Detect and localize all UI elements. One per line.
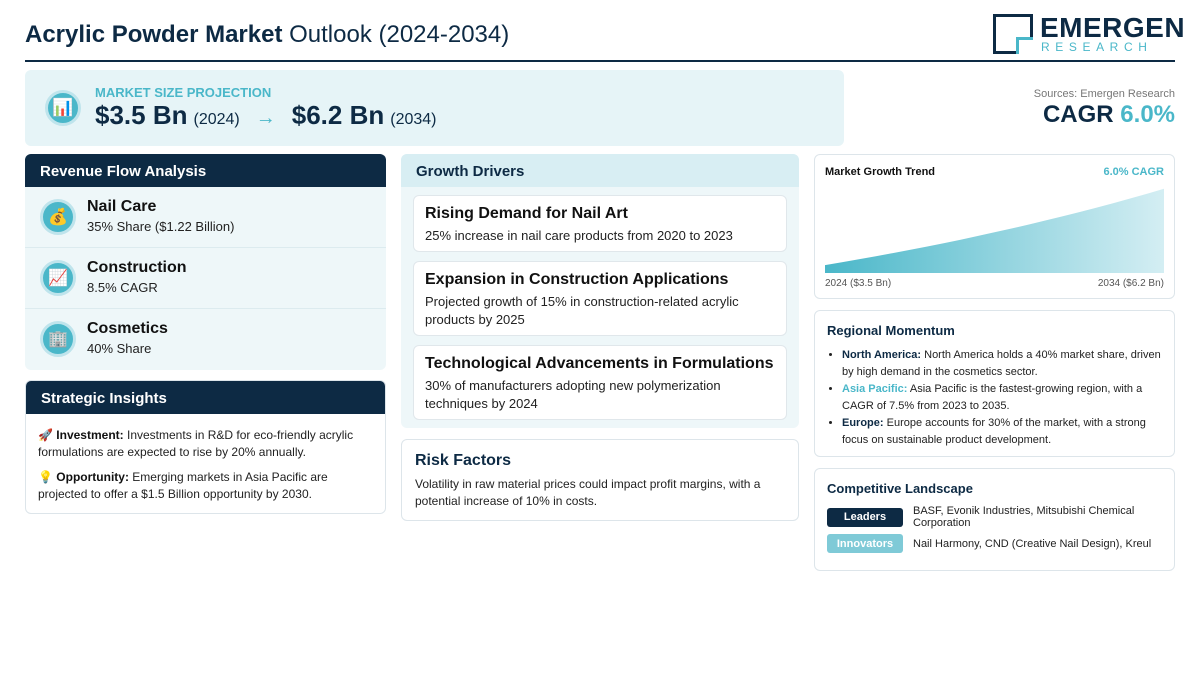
logo-name: EMERGEN	[1040, 12, 1186, 43]
rocket-icon: 🚀	[38, 428, 53, 442]
region-name: Asia Pacific:	[842, 383, 908, 395]
chart-cagr-label: 6.0% CAGR	[1103, 166, 1164, 178]
start-value: $3.5 Bn	[95, 100, 188, 130]
insight-text: Emerging markets in Asia Pacific are pro…	[38, 470, 328, 501]
regional-list: North America: North America holds a 40%…	[827, 347, 1162, 448]
driver-title: Rising Demand for Nail Art	[425, 205, 628, 222]
emergen-logo: EMERGEN RESEARCH	[993, 14, 1185, 56]
revenue-flow-title: Revenue Flow Analysis	[25, 154, 386, 187]
money-bag-icon: 💰	[40, 199, 76, 235]
driver-title: Technological Advancements in Formulatio…	[425, 355, 774, 372]
regional-momentum-card: Regional Momentum North America: North A…	[814, 310, 1175, 457]
chart-icon: 📊	[45, 90, 81, 126]
market-growth-trend-card: Market Growth Trend 6.0% CAGR 2024 ($3.5…	[814, 154, 1175, 299]
cagr-value: 6.0%	[1120, 101, 1175, 128]
revenue-item-nail-care: 💰 Nail Care 35% Share ($1.22 Billion)	[25, 187, 386, 248]
revenue-item-cosmetics: 🏢 Cosmetics 40% Share	[25, 309, 386, 370]
region-item-asia-pacific: Asia Pacific: Asia Pacific is the fastes…	[842, 381, 1162, 414]
end-value: $6.2 Bn	[291, 100, 385, 130]
insight-investment: 🚀 Investment: Investments in R&D for eco…	[38, 427, 373, 461]
building-icon: 🏢	[40, 321, 76, 357]
source-text: Sources: Emergen Research	[1033, 88, 1175, 100]
lightbulb-icon: 💡	[38, 470, 53, 484]
innovators-text: Nail Harmony, CND (Creative Nail Design)…	[913, 537, 1152, 550]
title-bold: Acrylic Powder Market	[25, 21, 283, 48]
landscape-title: Competitive Landscape	[827, 481, 973, 496]
page-header: Acrylic Powder Market Outlook (2024-2034…	[25, 12, 1185, 62]
risk-text: Volatility in raw material prices could …	[415, 477, 761, 508]
revenue-item-title: Nail Care	[87, 198, 157, 215]
region-text: Europe accounts for 30% of the market, w…	[842, 417, 1146, 446]
insights-body: 🚀 Investment: Investments in R&D for eco…	[26, 414, 385, 513]
revenue-flow-card: Revenue Flow Analysis 💰 Nail Care 35% Sh…	[25, 154, 386, 370]
risk-factors-card: Risk Factors Volatility in raw material …	[401, 439, 799, 521]
landscape-row-leaders: Leaders BASF, Evonik Industries, Mitsubi…	[827, 505, 1163, 529]
driver-title: Expansion in Construction Applications	[425, 271, 729, 288]
leaders-text: BASF, Evonik Industries, Mitsubishi Chem…	[913, 505, 1135, 529]
chart-end-label: 2034 ($6.2 Bn)	[1097, 278, 1164, 289]
region-name: Europe:	[842, 417, 884, 429]
revenue-item-construction: 📈 Construction 8.5% CAGR	[25, 248, 386, 309]
revenue-item-sub: 8.5% CAGR	[87, 280, 158, 295]
chart-start-label: 2024 ($3.5 Bn)	[825, 278, 892, 289]
region-name: North America:	[842, 349, 922, 361]
landscape-row-innovators: Innovators Nail Harmony, CND (Creative N…	[827, 534, 1163, 553]
revenue-item-sub: 40% Share	[87, 341, 152, 356]
growth-area-chart	[825, 188, 1164, 273]
driver-item: Expansion in Construction Applications P…	[413, 261, 787, 336]
strategic-insights-title: Strategic Insights	[26, 381, 385, 414]
leaders-badge: Leaders	[827, 507, 903, 527]
risk-title: Risk Factors	[415, 452, 512, 469]
growth-drivers-title: Growth Drivers	[401, 154, 799, 187]
strategic-insights-card: Strategic Insights 🚀 Investment: Investm…	[25, 380, 386, 514]
growth-drivers-card: Growth Drivers Rising Demand for Nail Ar…	[401, 154, 799, 428]
page-title: Acrylic Powder Market Outlook (2024-2034…	[25, 21, 509, 49]
insight-text: Investments in R&D for eco-friendly acry…	[38, 428, 354, 459]
projection-label: MARKET SIZE PROJECTION	[95, 85, 272, 100]
end-year: (2034)	[390, 111, 437, 128]
cagr-display: CAGR 6.0%	[1043, 101, 1175, 129]
region-text: North America holds a 40% market share, …	[842, 349, 1161, 378]
driver-text: Projected growth of 15% in construction-…	[425, 294, 739, 327]
growth-area	[825, 188, 1164, 273]
projection-values: $3.5 Bn (2024) → $6.2 Bn (2034)	[95, 100, 437, 131]
market-size-projection: 📊 MARKET SIZE PROJECTION $3.5 Bn (2024) …	[25, 70, 844, 146]
revenue-item-title: Construction	[87, 259, 187, 276]
competitive-landscape-card: Competitive Landscape Leaders BASF, Evon…	[814, 468, 1175, 571]
cagr-label: CAGR	[1042, 101, 1114, 128]
logo-subtitle: RESEARCH	[1041, 40, 1153, 54]
driver-item: Technological Advancements in Formulatio…	[413, 345, 787, 420]
revenue-item-title: Cosmetics	[87, 320, 168, 337]
logo-mark-icon	[993, 14, 1033, 54]
driver-text: 25% increase in nail care products from …	[425, 228, 733, 243]
start-year: (2024)	[193, 111, 240, 128]
chart-up-icon: 📈	[40, 260, 76, 296]
driver-text: 30% of manufacturers adopting new polyme…	[425, 378, 721, 411]
revenue-item-sub: 35% Share ($1.22 Billion)	[87, 219, 235, 234]
innovators-badge: Innovators	[827, 534, 903, 553]
region-text: Asia Pacific is the fastest-growing regi…	[842, 383, 1143, 412]
insight-label: Investment:	[56, 428, 124, 442]
title-rest: Outlook (2024-2034)	[289, 21, 510, 48]
region-item-north-america: North America: North America holds a 40%…	[842, 347, 1162, 380]
driver-item: Rising Demand for Nail Art 25% increase …	[413, 195, 787, 252]
insight-opportunity: 💡 Opportunity: Emerging markets in Asia …	[38, 469, 373, 503]
regional-title: Regional Momentum	[827, 323, 955, 338]
insight-label: Opportunity:	[56, 470, 129, 484]
region-item-europe: Europe: Europe accounts for 30% of the m…	[842, 415, 1162, 448]
chart-title: Market Growth Trend	[825, 166, 936, 178]
arrow-right-icon: →	[255, 107, 276, 129]
